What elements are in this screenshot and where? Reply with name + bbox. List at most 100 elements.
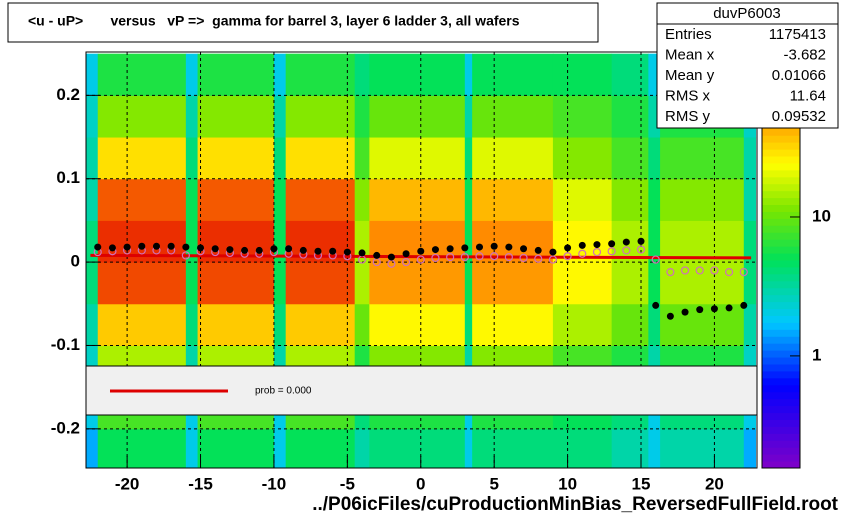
heat-cell: [611, 428, 649, 468]
stats-value: 11.64: [790, 87, 826, 104]
color-scale-step: [762, 343, 800, 351]
color-scale-step: [762, 204, 800, 212]
heat-cell: [285, 95, 356, 138]
profile-point: [652, 301, 660, 309]
profile-point: [255, 246, 263, 254]
x-tick-label: -15: [188, 474, 213, 493]
profile-point: [739, 267, 748, 277]
heat-cell: [273, 53, 287, 96]
x-tick-label: 15: [632, 474, 651, 493]
profile-point: [181, 251, 190, 260]
profile-point: [490, 252, 499, 261]
profile-point: [490, 242, 498, 250]
profiles: [90, 237, 752, 320]
heat-cell: [464, 178, 473, 221]
y-tick-label: 0: [71, 252, 80, 271]
axes: -20 -15 -10 -5 0 5 10 15 20 -0.2 -0.1 0 0.1 0.2: [51, 85, 724, 494]
profile-point: [593, 241, 601, 249]
profile-point: [725, 267, 734, 277]
heat-cell: [552, 428, 613, 468]
profile-point: [520, 245, 528, 253]
heat-cell: [660, 137, 745, 180]
color-scale-step: [762, 273, 800, 282]
heat-cell: [743, 137, 757, 180]
heat-cell: [369, 53, 466, 96]
heat-cell: [552, 137, 613, 180]
profile-point: [519, 253, 528, 263]
color-scale-step: [762, 142, 800, 150]
profile-point: [285, 245, 293, 253]
heat-cell: [552, 178, 613, 221]
color-scale-step: [762, 433, 800, 441]
profile-point: [622, 238, 630, 246]
heat-cell: [660, 428, 745, 468]
color-scale-step: [762, 266, 800, 275]
heat-cell: [611, 53, 649, 96]
heat-cell: [552, 220, 613, 263]
color-scale-step: [762, 447, 800, 455]
heat-cell: [197, 262, 275, 305]
color-scale-step: [762, 357, 800, 365]
heat-cell: [354, 95, 370, 138]
x-axis-title: ../P06icFiles/cuProductionMinBias_Revers…: [312, 494, 838, 515]
heat-cell: [97, 303, 187, 346]
heat-cell: [472, 178, 554, 221]
color-scale-step: [762, 440, 800, 448]
x-tick-label: -10: [262, 474, 287, 493]
profile-point: [241, 246, 249, 254]
heat-cell: [369, 262, 466, 305]
color-scale-step: [762, 156, 800, 164]
profile-point: [564, 244, 572, 252]
heat-cell: [648, 137, 661, 180]
heat-cell: [273, 303, 287, 346]
heat-cell: [354, 178, 370, 221]
color-scale-step: [762, 260, 800, 268]
heat-cell: [273, 262, 287, 305]
color-scale-step: [762, 301, 800, 310]
heat-cell: [743, 262, 757, 305]
x-tick-label: 20: [705, 474, 724, 493]
profile-point: [475, 252, 484, 261]
heat-cell: [464, 220, 473, 263]
heat-cell: [369, 137, 466, 180]
color-scale-step: [762, 398, 800, 407]
heat-cell: [354, 303, 370, 346]
x-tick-label: -20: [115, 474, 140, 493]
heat-cell: [197, 95, 275, 138]
color-scale-step: [762, 412, 800, 420]
heat-cell: [273, 95, 287, 138]
heat-cell: [185, 53, 199, 96]
profile-point: [358, 249, 366, 257]
x-tick-label: 5: [489, 474, 498, 493]
heat-cell: [611, 303, 649, 346]
heat-cell: [354, 137, 370, 180]
color-scale-step: [762, 370, 800, 379]
profile-point: [534, 254, 543, 263]
profile-point: [695, 266, 704, 275]
color-scale-step: [762, 176, 800, 185]
heat-cell: [472, 428, 554, 468]
profile-point: [123, 243, 131, 251]
heat-cell: [354, 220, 370, 263]
heat-cell: [86, 303, 99, 346]
profile-point: [681, 308, 689, 316]
stats-value: 0.01066: [772, 67, 826, 84]
heat-cell: [97, 137, 187, 180]
heat-cell: [285, 262, 356, 305]
heat-cell: [464, 303, 473, 346]
title-box: [7, 2, 599, 43]
profile-point: [622, 246, 631, 255]
color-scale-step: [762, 246, 800, 254]
heat-cell: [472, 53, 554, 96]
heat-cell: [86, 220, 99, 263]
heat-cell: [185, 428, 199, 468]
heat-cell: [611, 262, 649, 305]
heat-cell: [743, 428, 757, 468]
profile-point: [299, 246, 307, 254]
color-scale-step: [762, 197, 800, 206]
profile-point: [387, 253, 395, 261]
profile-point: [740, 301, 748, 309]
color-scale-step: [762, 454, 800, 462]
heat-cell: [472, 137, 554, 180]
heat-cell: [743, 303, 757, 346]
